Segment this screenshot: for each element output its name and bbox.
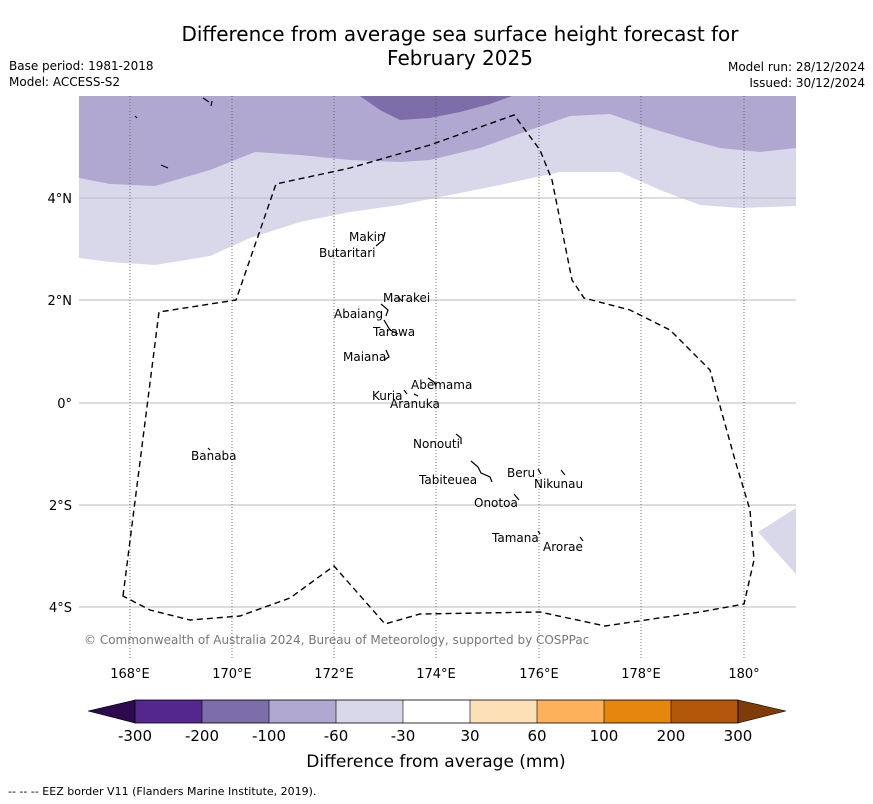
- colorbar-bin-7: [537, 700, 604, 723]
- place-arorae: Arorae: [543, 540, 583, 554]
- lat-label-2n: 2°N: [48, 294, 73, 309]
- place-tamana: Tamana: [491, 531, 539, 545]
- colorbar-bin-3: [269, 700, 336, 723]
- colorbar-tick: -60: [324, 727, 349, 745]
- colorbar-bin-1: [135, 700, 202, 723]
- place-abemama: Abemama: [411, 378, 472, 392]
- colorbar: -300 -200 -100 -60 -30 30 60 100 200 300…: [87, 699, 787, 772]
- metadata-right: Model run: 28/12/2024 Issued: 30/12/2024: [728, 59, 865, 91]
- place-labels: Makin Butaritari Marakei Abaiang Tarawa …: [191, 230, 583, 554]
- title-line-1: Difference from average sea surface heig…: [181, 22, 739, 46]
- lat-label-4s: 4°S: [49, 601, 72, 616]
- colorbar-tick: -30: [391, 727, 416, 745]
- longitude-labels: 168°E 170°E 172°E 174°E 176°E 178°E 180°: [110, 667, 759, 682]
- colorbar-extend-high: [737, 699, 787, 724]
- place-tarawa: Tarawa: [372, 325, 415, 339]
- colorbar-tick: 200: [657, 727, 686, 745]
- lon-label-180: 180°: [728, 667, 759, 682]
- colorbar-bin-6: [470, 700, 537, 723]
- colorbar-tick: 30: [460, 727, 479, 745]
- colorbar-bin-2: [202, 700, 269, 723]
- eez-legend-note: -- -- -- EEZ border V11 (Flanders Marine…: [8, 785, 317, 798]
- place-kuria: Kuria: [372, 389, 403, 403]
- lat-label-0: 0°: [57, 397, 72, 412]
- colorbar-tick: -100: [252, 727, 286, 745]
- lat-label-4n: 4°N: [48, 192, 73, 207]
- colorbar-tick: 100: [590, 727, 619, 745]
- place-abaiang: Abaiang: [334, 307, 383, 321]
- colorbar-bin-5: [403, 700, 470, 723]
- issued-date: Issued: 30/12/2024: [749, 76, 865, 90]
- place-nonouti: Nonouti: [413, 437, 460, 451]
- place-maiana: Maiana: [343, 350, 386, 364]
- model-run: Model run: 28/12/2024: [727, 60, 865, 74]
- latitude-labels: 4°N 2°N 0° 2°S 4°S: [48, 192, 73, 616]
- anomaly-region-purple-mid: [79, 96, 796, 186]
- colorbar-tick: 300: [724, 727, 753, 745]
- metadata-left: Base period: 1981-2018 Model: ACCESS-S2: [9, 58, 154, 90]
- colorbar-tick: -300: [118, 727, 152, 745]
- base-period: Base period: 1981-2018: [9, 59, 154, 73]
- colorbar-label: Difference from average (mm): [306, 752, 565, 772]
- place-makin: Makin: [349, 230, 385, 244]
- colorbar-bin-8: [604, 700, 671, 723]
- place-banaba: Banaba: [191, 449, 237, 463]
- model-name: Model: ACCESS-S2: [9, 75, 121, 89]
- colorbar-ticks: -300 -200 -100 -60 -30 30 60 100 200 300: [118, 727, 752, 745]
- anomaly-region-lavender-east: [758, 508, 796, 574]
- eez-border: [122, 114, 755, 627]
- latitude-gridlines: [79, 197, 796, 608]
- lon-label-172e: 172°E: [314, 667, 354, 682]
- place-marakei: Marakei: [383, 291, 430, 305]
- place-beru: Beru: [507, 466, 535, 480]
- colorbar-tick: -200: [185, 727, 219, 745]
- copyright-notice: © Commonwealth of Australia 2024, Bureau…: [84, 633, 589, 647]
- island-shapes: [134, 97, 584, 542]
- lon-label-170e: 170°E: [212, 667, 252, 682]
- place-nikunau: Nikunau: [534, 477, 583, 491]
- lon-label-176e: 176°E: [519, 667, 559, 682]
- colorbar-extend-low: [87, 699, 136, 724]
- place-aranuka: Aranuka: [390, 397, 440, 411]
- place-tabiteuea: Tabiteuea: [418, 473, 477, 487]
- lon-label-174e: 174°E: [416, 667, 456, 682]
- longitude-gridlines: [129, 96, 745, 659]
- anomaly-field: [79, 96, 796, 659]
- lon-label-168e: 168°E: [110, 667, 150, 682]
- map-title: Difference from average sea surface heig…: [140, 22, 780, 70]
- colorbar-bin-4: [336, 700, 403, 723]
- place-butaritari: Butaritari: [319, 246, 376, 260]
- lon-label-178e: 178°E: [621, 667, 661, 682]
- lat-label-2s: 2°S: [49, 499, 72, 514]
- colorbar-outline: [134, 699, 739, 724]
- colorbar-bin-9: [671, 700, 738, 723]
- title-line-2: February 2025: [387, 46, 533, 70]
- place-onotoa: Onotoa: [474, 496, 518, 510]
- colorbar-tick: 60: [527, 727, 546, 745]
